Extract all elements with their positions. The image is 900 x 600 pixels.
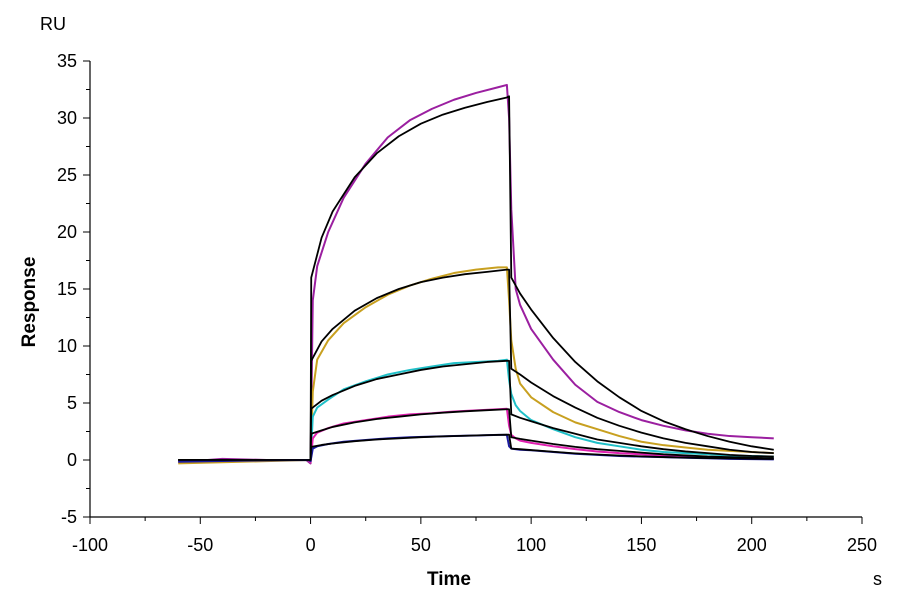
y-tick-label: 5 <box>67 393 77 413</box>
series-line-5 <box>178 358 774 463</box>
x-unit-label: s <box>873 569 882 589</box>
series-line-10 <box>178 433 774 461</box>
plot-lines <box>178 83 774 465</box>
y-tick-label: 15 <box>57 279 77 299</box>
series-line-1 <box>178 83 774 465</box>
x-tick-label: 250 <box>847 535 877 555</box>
series-line-4 <box>178 268 774 461</box>
y-tick-label: 35 <box>57 51 77 71</box>
series-line-3 <box>178 266 774 465</box>
y-tick-label: 10 <box>57 336 77 356</box>
x-tick-label: -50 <box>187 535 213 555</box>
x-tick-label: 200 <box>737 535 767 555</box>
y-tick-label: 0 <box>67 450 77 470</box>
y-unit-label: RU <box>40 14 66 34</box>
series-line-2 <box>178 95 774 463</box>
x-ticks: -100 -50 0 50 100 150 200 250 <box>72 517 877 555</box>
x-axis-title: Time <box>427 569 471 590</box>
y-tick-label: -5 <box>61 507 77 527</box>
series-line-6 <box>178 359 774 461</box>
x-tick-label: 50 <box>411 535 431 555</box>
x-tick-label: -100 <box>72 535 108 555</box>
y-tick-label: 30 <box>57 108 77 128</box>
x-tick-label: 100 <box>516 535 546 555</box>
x-tick-label: 150 <box>626 535 656 555</box>
y-tick-label: 20 <box>57 222 77 242</box>
y-tick-label: 25 <box>57 165 77 185</box>
x-tick-label: 0 <box>306 535 316 555</box>
series-line-8 <box>178 408 774 461</box>
y-axis-title: Response <box>19 257 40 348</box>
y-ticks: -5 0 5 10 15 20 25 30 35 <box>57 51 90 527</box>
